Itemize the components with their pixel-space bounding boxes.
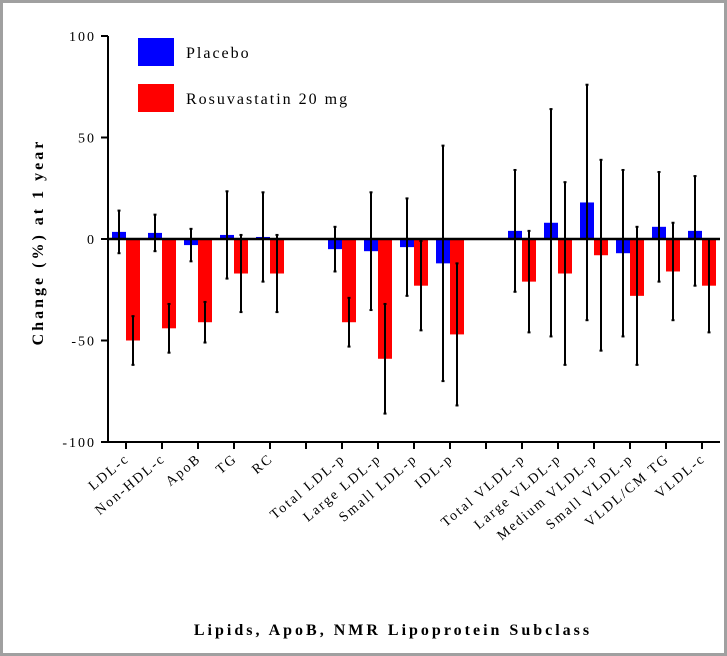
bar bbox=[378, 239, 392, 359]
bar bbox=[342, 239, 356, 323]
legend-label: Placebo bbox=[186, 45, 251, 62]
x-tick-label: IDL-p bbox=[412, 452, 456, 492]
legend-swatch bbox=[138, 84, 174, 112]
bar bbox=[198, 239, 212, 323]
x-tick-label: ApoB bbox=[163, 452, 204, 490]
y-tick-label: 100 bbox=[69, 30, 96, 45]
y-tick-label: 50 bbox=[78, 132, 96, 147]
y-tick-label: 0 bbox=[87, 233, 96, 248]
legend-swatch bbox=[138, 38, 174, 66]
bar bbox=[162, 239, 176, 329]
y-axis-label: Change (%) at 1 year bbox=[30, 139, 47, 346]
y-tick-label: -100 bbox=[62, 436, 96, 451]
chart: Change (%) at 1 year Lipids, ApoB, NMR L… bbox=[30, 30, 720, 639]
x-tick-label: TG bbox=[214, 452, 241, 478]
x-axis-label: Lipids, ApoB, NMR Lipoprotein Subclass bbox=[194, 622, 592, 639]
y-tick-label: -50 bbox=[71, 335, 96, 350]
legend-label: Rosuvastatin 20 mg bbox=[186, 91, 349, 108]
x-tick-label: RC bbox=[250, 452, 277, 478]
bar bbox=[126, 239, 140, 341]
